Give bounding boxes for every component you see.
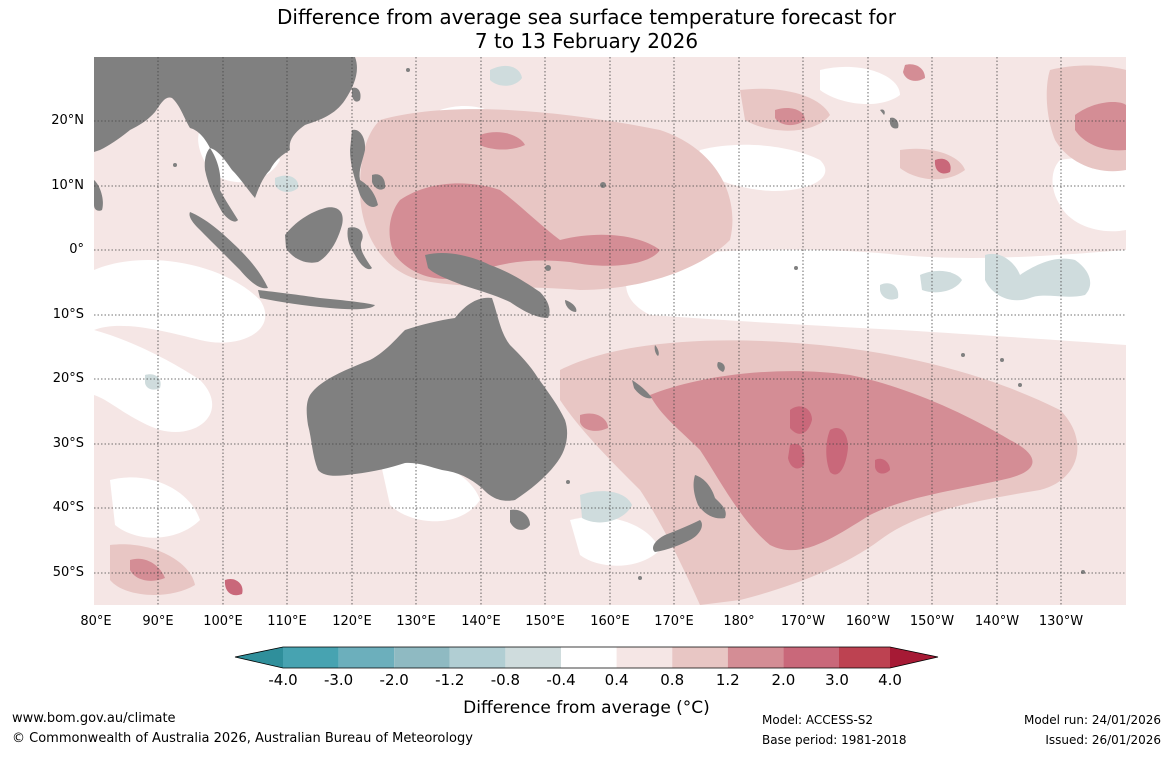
lon-label: 110°E xyxy=(267,614,307,629)
lon-label: 130°E xyxy=(396,614,436,629)
colorbar-segment xyxy=(394,647,450,668)
colorbar-tick: -3.0 xyxy=(323,671,354,689)
lon-label: 140°W xyxy=(974,614,1020,629)
colorbar-segment xyxy=(616,647,673,668)
lon-label: 100°E xyxy=(203,614,243,629)
colorbar-tick: -4.0 xyxy=(268,671,298,689)
colorbar-segment xyxy=(338,647,395,668)
new-guinea xyxy=(425,253,550,318)
new-zealand xyxy=(693,475,726,519)
model-run-date: Model run: 24/01/2026 xyxy=(1023,713,1161,727)
lat-label: 40°S xyxy=(52,500,84,515)
colorbar-tick: 2.0 xyxy=(771,671,796,689)
issued-date: Issued: 26/01/2026 xyxy=(1045,733,1161,747)
map-area xyxy=(94,57,1126,605)
lat-label: 20°S xyxy=(52,371,84,386)
landmasses xyxy=(94,57,1085,580)
colorbar-segment xyxy=(727,647,784,668)
colorbar-tick: 1.2 xyxy=(715,671,740,689)
lon-label: 160°W xyxy=(845,614,891,629)
lon-label: 160°E xyxy=(590,614,630,629)
website-link[interactable]: www.bom.gov.au/climate xyxy=(12,711,176,726)
lat-label: 50°S xyxy=(52,565,84,580)
title-line-1: Difference from average sea surface temp… xyxy=(276,5,896,29)
colorbar-tick: -0.8 xyxy=(490,671,521,689)
lon-label: 150°E xyxy=(525,614,565,629)
lon-label: 80°E xyxy=(80,614,112,629)
title-line-2: 7 to 13 February 2026 xyxy=(474,29,699,53)
anomaly-2.0-3.0 xyxy=(224,158,951,596)
lat-label: 30°S xyxy=(52,436,84,451)
colorbar-segment xyxy=(672,647,728,668)
model-name: Model: ACCESS-S2 xyxy=(762,713,874,727)
lon-label: 140°E xyxy=(461,614,501,629)
lon-label: 120°E xyxy=(332,614,372,629)
lat-label: 20°N xyxy=(51,113,84,128)
colorbar xyxy=(234,646,939,669)
colorbar-tick: 0.8 xyxy=(660,671,685,689)
colorbar-segment xyxy=(283,647,339,668)
colorbar-segment xyxy=(839,647,890,668)
copyright-text: © Commonwealth of Australia 2026, Austra… xyxy=(12,731,473,746)
colorbar-segment xyxy=(449,647,506,668)
colorbar-tick: 4.0 xyxy=(878,671,902,689)
lon-label: 130°W xyxy=(1038,614,1084,629)
colorbar-segment xyxy=(561,647,617,668)
base-period: Base period: 1981-2018 xyxy=(762,733,907,747)
colorbar-tick: -2.0 xyxy=(379,671,409,689)
lat-label: 10°N xyxy=(51,178,84,193)
colorbar-tick: 3.0 xyxy=(825,671,849,689)
lon-label: 90°E xyxy=(142,614,174,629)
colorbar-tick: -0.4 xyxy=(546,671,576,689)
asia-mainland xyxy=(94,57,357,198)
australia xyxy=(306,297,568,501)
colorbar-segment xyxy=(505,647,561,668)
colorbar-title: Difference from average (°C) xyxy=(463,698,710,718)
cool-anomaly-regions xyxy=(145,65,1091,523)
colorbar-tick: -1.2 xyxy=(435,671,465,689)
graticule xyxy=(94,57,1126,605)
lat-label: 10°S xyxy=(52,307,84,322)
chart-title: Difference from average sea surface temp… xyxy=(0,5,1173,53)
lon-label: 170°E xyxy=(654,614,694,629)
colorbar-right-arrow xyxy=(890,647,938,668)
lon-label: 180° xyxy=(723,614,755,629)
lon-label: 170°W xyxy=(780,614,826,629)
lat-label: 0° xyxy=(69,242,84,257)
colorbar-tick: 0.4 xyxy=(604,671,629,689)
colorbar-left-arrow xyxy=(235,647,283,668)
colorbar-segment xyxy=(783,647,839,668)
lon-label: 150°W xyxy=(909,614,955,629)
